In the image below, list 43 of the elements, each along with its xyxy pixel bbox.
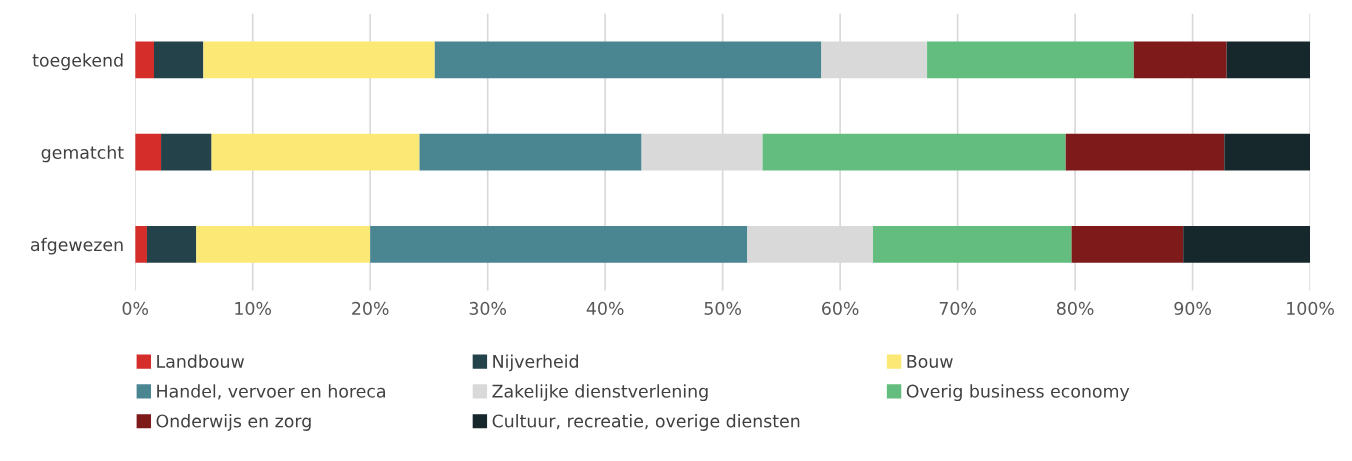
bar — [762, 133, 1066, 171]
bar — [146, 225, 197, 263]
bar — [211, 133, 420, 171]
bar — [135, 225, 147, 263]
x-tick-label: 100% — [1287, 301, 1334, 315]
x-tick-label: 30% — [469, 301, 506, 315]
bar — [135, 41, 154, 79]
legend-label: Overig business economy — [906, 384, 1130, 402]
bar — [135, 133, 162, 171]
bar — [196, 225, 371, 263]
bar — [927, 41, 1134, 79]
x-tick-label: 0% — [122, 301, 149, 315]
bar — [1226, 41, 1311, 79]
legend-label: Cultuur, recreatie, overige diensten — [492, 414, 800, 431]
bar — [1133, 41, 1227, 79]
x-tick-label: 20% — [352, 301, 389, 315]
bar — [161, 133, 212, 171]
bar — [873, 225, 1072, 263]
x-tick-label: 90% — [1174, 301, 1211, 315]
legend-label: Landbouw — [157, 354, 244, 368]
y-tick-label: toegekend — [32, 53, 123, 71]
legend-label: Bouw — [907, 354, 953, 368]
bar — [1071, 225, 1184, 263]
x-tick-label: 80% — [1056, 301, 1094, 315]
x-tick-label: 70% — [939, 301, 976, 315]
bar — [1224, 133, 1311, 171]
bar — [370, 225, 748, 263]
y-tick-label: gematcht — [41, 145, 124, 163]
x-tick-label: 50% — [704, 301, 741, 315]
x-tick-label: 40% — [586, 301, 624, 315]
bar — [154, 41, 204, 79]
bar — [1065, 133, 1225, 171]
legend-label: Nijverheid — [493, 354, 578, 372]
bar — [434, 41, 822, 79]
x-tick-label: 60% — [822, 301, 859, 315]
legend-label: Zakelijke dienstverlening — [492, 384, 708, 402]
legend-label: Handel, vervoer en horeca — [157, 384, 385, 400]
x-tick-label: 10% — [235, 301, 272, 315]
bar — [1183, 225, 1311, 263]
bar — [419, 133, 642, 171]
y-tick-label: afgewezen — [31, 237, 123, 255]
bar — [203, 41, 435, 79]
legend-label: Onderwijs en zorg — [156, 414, 311, 431]
